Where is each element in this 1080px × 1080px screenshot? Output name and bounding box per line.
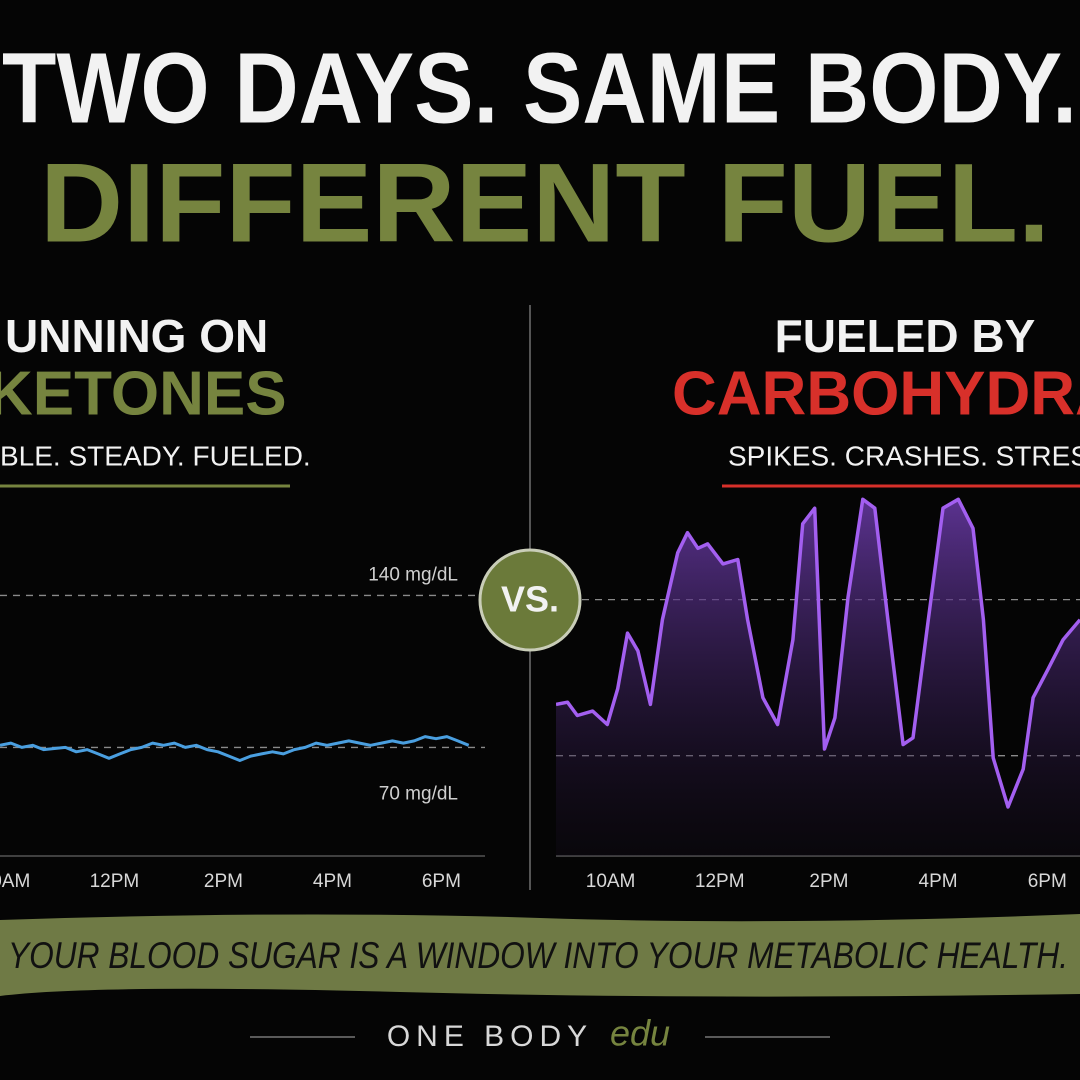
banner-text: YOUR BLOOD SUGAR IS A WINDOW INTO YOUR M… [8,935,1068,976]
x-tick-label: 4PM [313,871,352,892]
vs-badge [478,548,582,652]
panel-subtitle: KETONES [0,359,287,428]
x-tick-label: 2PM [204,871,243,892]
footer-brand: ONE BODY [387,1020,593,1053]
x-tick-label: 10AM [0,871,30,892]
x-tick-label: 12PM [695,871,745,892]
banner-band [0,914,1080,997]
plot [556,497,1080,856]
panel-title: UNNING ON [5,310,268,362]
vs-label: VS. [501,579,559,620]
panel-tagline: SPIKES. CRASHES. STRESS [728,440,1080,471]
x-tick-label: 2PM [809,871,848,892]
x-tick-label: 4PM [919,871,958,892]
data-line [0,735,470,762]
x-tick-label: 12PM [90,871,140,892]
plot [0,735,470,762]
x-tick-label: 10AM [586,871,636,892]
panel-tagline: BLE. STEADY. FUELED. [0,440,311,471]
footer-suffix: edu [610,1013,670,1054]
y-tick-label: 70 mg/dL [379,783,458,804]
data-line [556,497,1080,809]
panel-title: FUELED BY [775,310,1036,362]
data-area [556,499,1080,856]
y-tick-label: 140 mg/dL [368,564,458,585]
headline-accent: DIFFERENT FUEL. [40,141,1050,266]
panel-subtitle: CARBOHYDRAT [672,359,1080,428]
x-tick-label: 6PM [422,871,461,892]
x-tick-label: 6PM [1028,871,1067,892]
headline: TWO DAYS. SAME BODY. [2,32,1077,144]
